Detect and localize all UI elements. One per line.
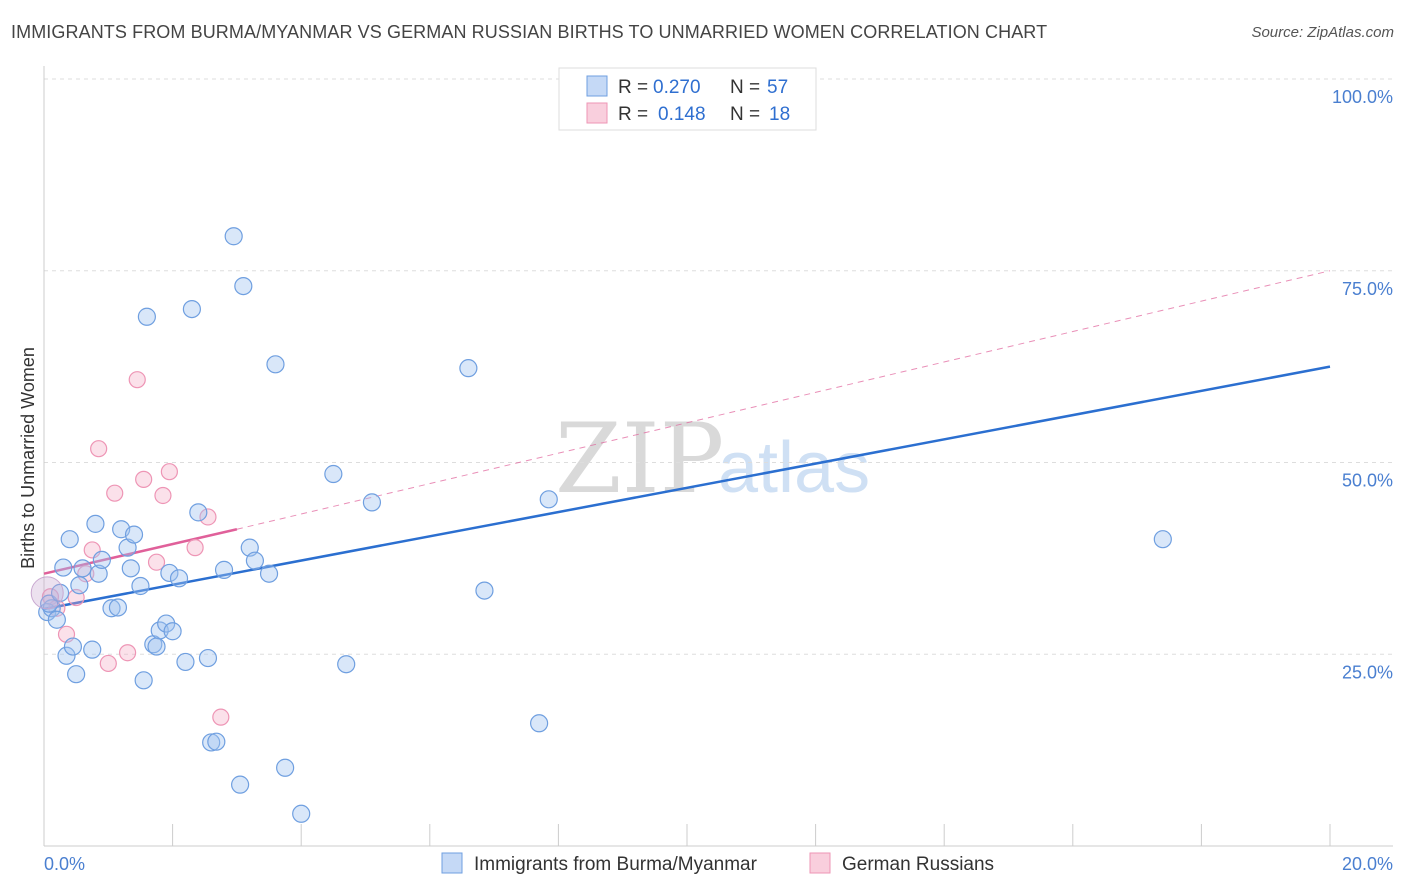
point-burma-myanmar (234, 276, 253, 296)
axes (43, 66, 1393, 847)
bottom-legend-label-series1: Immigrants from Burma/Myanmar (474, 854, 758, 875)
point-burma-myanmar (86, 514, 105, 533)
point-german-russians (160, 463, 178, 481)
point-german-russians (128, 371, 146, 389)
legend-r-value-2: 0.148 (658, 104, 706, 125)
point-burma-myanmar (108, 598, 128, 617)
point-burma-myanmar (276, 758, 295, 777)
point-burma-myanmar (202, 733, 221, 752)
point-burma-myanmar (57, 646, 76, 665)
point-german-russians (199, 508, 217, 526)
point-burma-myanmar (50, 583, 70, 602)
point-burma-myanmar (131, 576, 150, 596)
correlation-legend: R = 0.270 N = 57 R = 0.148 N = 18 (558, 67, 817, 131)
point-burma-myanmar (92, 550, 111, 570)
point-burma-myanmar (102, 599, 121, 618)
point-burma-myanmar (160, 563, 179, 583)
point-german-russians (118, 644, 137, 662)
point-burma-myanmar (60, 530, 79, 549)
point-burma-myanmar (83, 640, 102, 659)
point-burma-myanmar (169, 569, 189, 588)
source-label: Source: ZipAtlas.com (1251, 24, 1394, 41)
legend-swatch-series1 (586, 75, 608, 97)
point-german-russians (212, 708, 230, 726)
point-burma-myanmar (73, 559, 92, 578)
bottom-legend-swatch-series2 (809, 852, 831, 874)
point-german-russians (135, 470, 153, 488)
point-german-russians (154, 486, 172, 505)
legend-n-label-2: N = (730, 104, 760, 125)
point-burma-myanmar (259, 564, 279, 583)
point-burma-myanmar (362, 493, 382, 512)
trend-line-extension-german-russians (236, 270, 1331, 530)
point-burma-myanmar (189, 503, 208, 522)
y-tick-label: 50.0% (1342, 471, 1393, 491)
point-burma-myanmar (224, 227, 243, 246)
x-tick-label-min: 0.0% (44, 854, 85, 874)
point-german-russians (106, 484, 124, 502)
point-burma-myanmar (89, 564, 108, 583)
point-burma-myanmar (198, 648, 218, 668)
point-burma-myanmar (137, 307, 156, 326)
point-burma-myanmar (182, 300, 201, 319)
point-burma-myanmar (1153, 530, 1172, 549)
gridlines (44, 78, 1393, 655)
point-burma-myanmar (324, 464, 343, 484)
point-burma-myanmar (54, 558, 73, 577)
point-burma-myanmar (459, 359, 478, 378)
legend-n-value-1: 57 (767, 77, 788, 98)
point-burma-myanmar (207, 732, 226, 751)
point-burma-myanmar (337, 655, 356, 674)
point-german-russians (147, 553, 166, 571)
y-tick-label: 25.0% (1342, 662, 1393, 682)
point-burma-myanmar (231, 775, 250, 794)
point-burma-myanmar (292, 804, 311, 823)
point-burma-myanmar (266, 355, 285, 374)
point-german-russians (90, 440, 108, 458)
point-burma-myanmar (134, 671, 153, 690)
point-burma-myanmar (214, 560, 234, 579)
tick-labels: 25.0% 50.0% 75.0% 100.0% (1332, 87, 1393, 682)
point-burma-myanmar (475, 581, 494, 600)
y-tick-label: 75.0% (1342, 279, 1393, 299)
point-german-russians (186, 539, 204, 557)
y-tick-label: 100.0% (1332, 87, 1393, 107)
data-points (30, 69, 1172, 823)
point-german-russians (77, 565, 95, 583)
point-burma-myanmar (147, 637, 166, 656)
series-legend: Immigrants from Burma/Myanmar German Rus… (441, 852, 994, 875)
legend-swatch-series2 (586, 102, 608, 124)
legend-r-value-1: 0.270 (653, 77, 701, 98)
point-burma-myanmar (63, 637, 83, 656)
legend-r-label-1: R = (618, 77, 648, 98)
bottom-legend-swatch-series1 (441, 852, 463, 874)
bottom-legend-label-series2: German Russians (842, 854, 994, 875)
point-burma-myanmar (176, 652, 195, 672)
trend-line-german-russians (43, 528, 238, 575)
point-german-russians (99, 654, 117, 673)
point-cluster-overlap (30, 576, 64, 610)
point-burma-myanmar (539, 490, 558, 509)
legend-n-label-1: N = (730, 77, 760, 98)
point-burma-myanmar (121, 559, 140, 578)
point-burma-myanmar (163, 622, 182, 641)
legend-n-value-2: 18 (769, 104, 790, 125)
point-burma-myanmar (124, 525, 144, 544)
point-burma-myanmar (245, 551, 265, 570)
point-burma-myanmar (47, 610, 66, 629)
legend-r-label-2: R = (618, 104, 648, 125)
y-axis-label: Births to Unmarried Women (18, 347, 38, 569)
point-burma-myanmar (67, 665, 86, 684)
chart-title: IMMIGRANTS FROM BURMA/MYANMAR VS GERMAN … (11, 22, 1048, 42)
x-tick-label-max: 20.0% (1342, 854, 1393, 874)
point-burma-myanmar (530, 714, 549, 733)
point-burma-myanmar (70, 576, 89, 595)
